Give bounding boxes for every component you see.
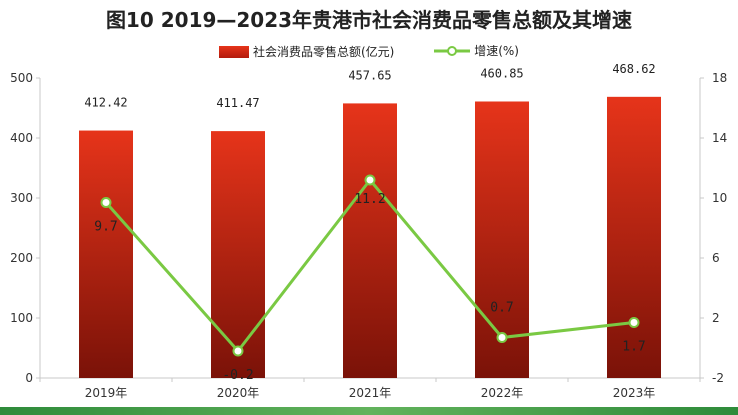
growth-value-label: 1.7 xyxy=(622,340,645,355)
x-tick-label: 2020年 xyxy=(217,386,260,400)
footer-band xyxy=(0,407,738,415)
legend-bar-label: 社会消费品零售总额(亿元) xyxy=(253,45,395,59)
growth-point xyxy=(628,317,640,328)
growth-point xyxy=(364,174,376,186)
right-tick-label: 18 xyxy=(712,71,727,85)
bar xyxy=(343,103,397,378)
bar xyxy=(607,96,661,378)
bar-value-label: 468.62 xyxy=(612,62,655,76)
growth-point xyxy=(496,332,508,343)
bar xyxy=(211,131,265,378)
bar-value-label: 457.65 xyxy=(348,68,391,82)
legend-item-line: 增速(%) xyxy=(434,42,519,59)
growth-point xyxy=(100,197,112,208)
bar-value-label: 460.85 xyxy=(480,66,523,80)
bar xyxy=(79,130,133,378)
growth-value-label: -0.2 xyxy=(222,368,253,383)
right-tick-label: 2 xyxy=(712,311,720,325)
left-tick-label: 400 xyxy=(10,131,33,145)
legend-item-bar: 社会消费品零售总额(亿元) xyxy=(219,43,394,60)
bar xyxy=(475,101,529,379)
right-tick-label: 6 xyxy=(712,251,720,265)
bar-value-label: 412.42 xyxy=(84,96,127,110)
legend: 社会消费品零售总额(亿元) 增速(%) xyxy=(0,42,738,61)
x-tick-label: 2021年 xyxy=(349,386,392,400)
legend-bar-swatch xyxy=(219,45,249,58)
bar-value-label: 411.47 xyxy=(216,96,259,110)
left-tick-label: 300 xyxy=(10,191,33,205)
right-tick-label: 14 xyxy=(712,131,727,145)
x-tick-label: 2023年 xyxy=(613,386,656,400)
right-tick-label: 10 xyxy=(712,191,727,205)
x-tick-label: 2022年 xyxy=(481,386,524,400)
legend-line-label: 增速(%) xyxy=(474,44,519,58)
right-tick-label: -2 xyxy=(712,371,724,385)
legend-line-swatch xyxy=(434,45,471,56)
left-tick-label: 100 xyxy=(10,311,33,325)
growth-value-label: 0.7 xyxy=(490,301,513,316)
left-tick-label: 0 xyxy=(25,371,33,385)
x-tick-label: 2019年 xyxy=(85,386,128,400)
left-tick-label: 500 xyxy=(10,71,33,85)
chart-title: 图10 2019—2023年贵港市社会消费品零售总额及其增速 xyxy=(105,8,633,32)
growth-value-label: 11.2 xyxy=(354,192,385,207)
growth-point xyxy=(232,345,244,357)
left-tick-label: 200 xyxy=(10,251,33,265)
growth-value-label: 9.7 xyxy=(94,220,117,235)
